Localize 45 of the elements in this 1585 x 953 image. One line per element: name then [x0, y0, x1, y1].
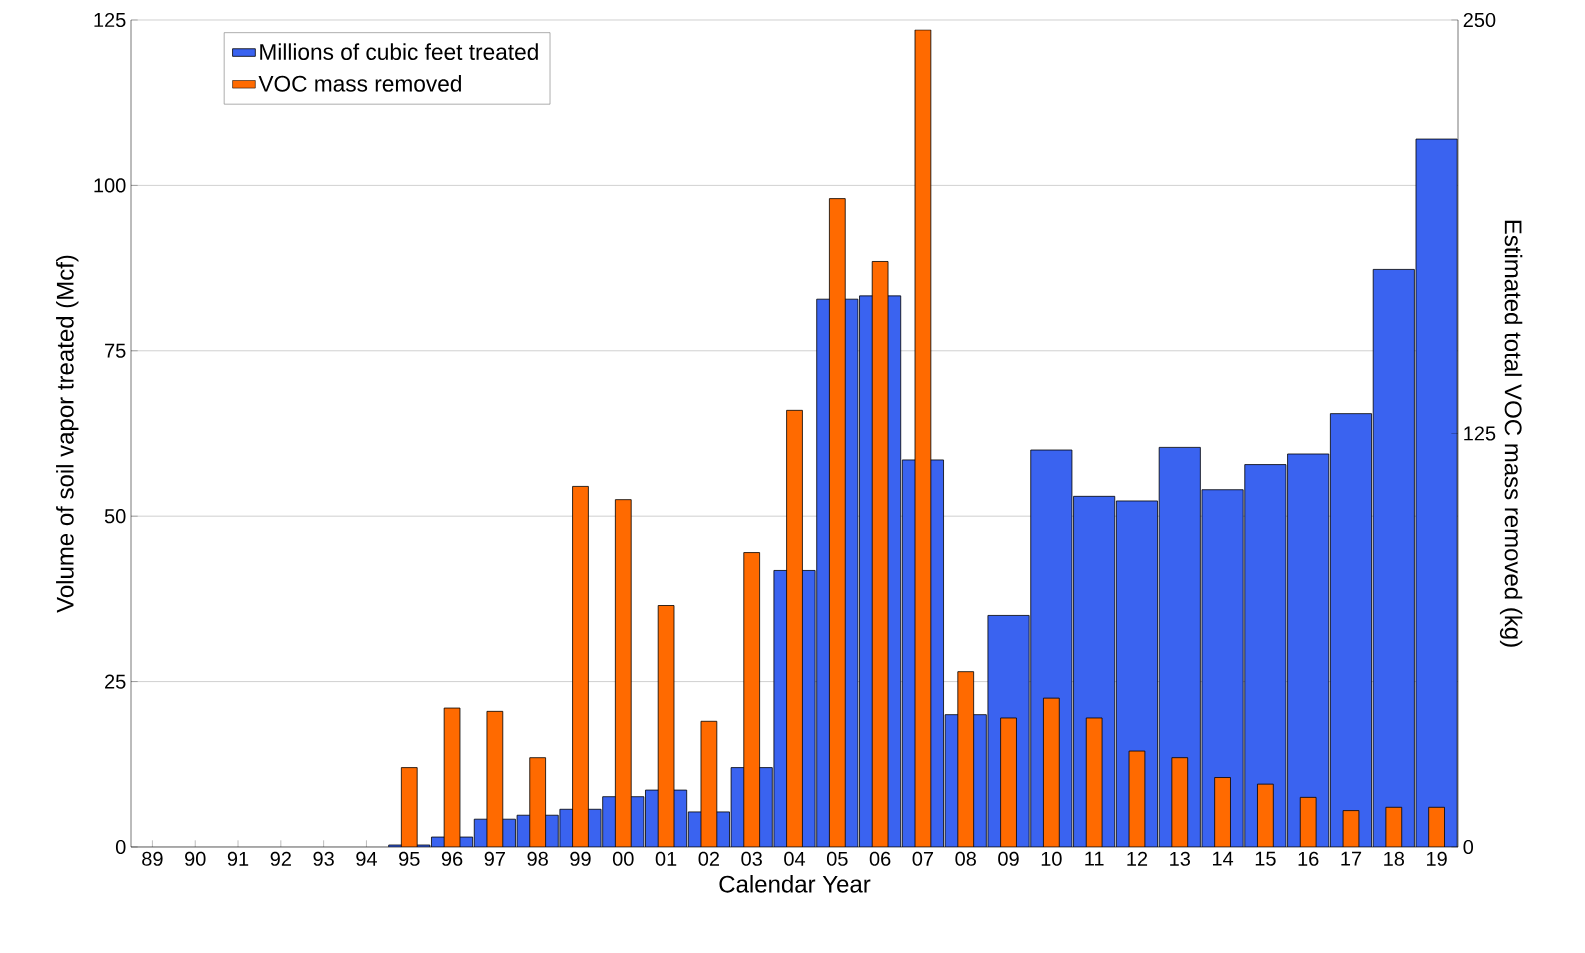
x-tick-label: 14 [1212, 851, 1234, 866]
x-tick-label: 12 [1127, 851, 1148, 866]
y-tick-label: 50 [104, 509, 126, 524]
y-tick-label: 125 [94, 12, 126, 28]
y-tick-label: 75 [105, 343, 126, 358]
x-tick-label: 94 [356, 851, 377, 866]
x-tick-label: 01 [655, 851, 677, 866]
x-tick-label: 04 [784, 851, 806, 866]
x-tick-label: 95 [399, 851, 420, 866]
x-tick-label: 06 [869, 851, 891, 866]
x-tick-label: 98 [527, 851, 548, 866]
x-tick-label: 18 [1384, 851, 1405, 866]
y-tick-label: 25 [105, 674, 126, 689]
x-tick-label: 03 [741, 851, 762, 866]
y2-tick-label: 0 [1463, 839, 1474, 855]
x-tick-label: 99 [570, 851, 591, 866]
x-tick-label: 17 [1341, 851, 1362, 866]
x-tick-label: 13 [1170, 851, 1191, 866]
x-tick-label: 05 [826, 851, 848, 866]
x-tick-label: 09 [998, 851, 1019, 866]
y-axis-title: Volume of soil vapor treated (Mcf) [56, 255, 79, 613]
x-tick-label: 02 [698, 851, 720, 866]
y2-tick-label: 125 [1464, 426, 1496, 441]
x-tick-label: 92 [270, 851, 291, 866]
x-tick-label: 97 [484, 851, 505, 866]
x-tick-label: 10 [1041, 851, 1062, 866]
x-axis-title: Calendar Year [719, 875, 871, 893]
x-tick-label: 96 [441, 851, 463, 866]
x-tick-label: 93 [313, 851, 334, 866]
x-tick-label: 89 [142, 851, 163, 866]
x-tick-label: 11 [1085, 851, 1104, 866]
y-tick-label: 0 [115, 839, 126, 855]
y2-axis-title: Estimated total VOC mass removed (kg) [1499, 220, 1523, 647]
y2-tick-label: 250 [1463, 12, 1496, 28]
legend-label: VOC mass removed [258, 75, 461, 92]
y-tick-label: 100 [94, 178, 126, 193]
x-tick-label: 19 [1427, 851, 1447, 866]
x-tick-label: 16 [1298, 851, 1319, 866]
x-tick-label: 08 [955, 851, 976, 866]
x-tick-label: 90 [185, 851, 206, 866]
x-tick-label: 07 [912, 851, 934, 866]
legend-label: Millions of cubic feet treated [260, 43, 538, 60]
x-tick-label: 15 [1255, 851, 1276, 866]
x-tick-label: 00 [612, 851, 634, 866]
x-tick-label: 91 [227, 851, 249, 866]
